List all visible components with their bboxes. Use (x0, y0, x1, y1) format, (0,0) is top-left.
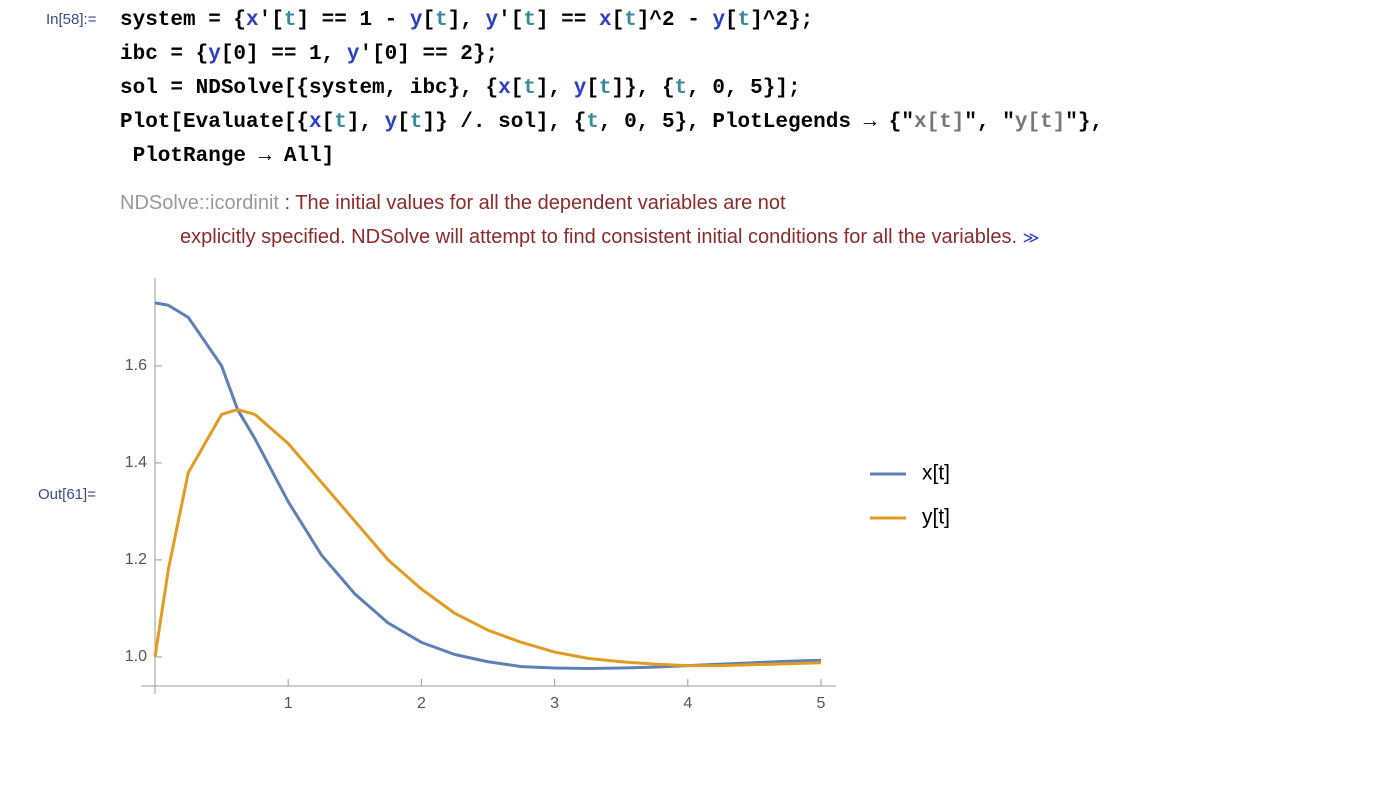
code-token: x (309, 111, 322, 134)
code-token: [ (586, 77, 599, 100)
in-label: In[58]:= (46, 11, 97, 28)
code-token: '[ (498, 9, 524, 32)
code-line: Plot[Evaluate[{x[t], y[t]} /. sol], {t, … (120, 111, 1103, 135)
code-token: system = { (120, 9, 247, 32)
code-token: t (523, 9, 536, 32)
series-line (153, 408, 822, 668)
y-tick-label: 1.2 (125, 551, 147, 568)
code-token: ]}, { (611, 77, 675, 100)
code-token: y (485, 9, 499, 32)
code-token: PlotRange → All] (120, 145, 335, 168)
message-line: NDSolve::icordinit : The initial values … (120, 192, 786, 215)
code-token: t (435, 9, 448, 32)
code-token: ]^2 - (636, 9, 713, 32)
series-line (154, 301, 822, 671)
legend-label: x[t] (922, 462, 950, 485)
code-token: t (283, 9, 297, 32)
code-token: ", " (964, 111, 1015, 134)
code-token: ], (346, 111, 385, 134)
code-token: "}, (1065, 111, 1104, 134)
out-label: Out[61]= (38, 486, 96, 503)
code-token: '[ (258, 9, 284, 32)
y-tick-label: 1.4 (125, 454, 147, 471)
code-token: y (409, 9, 423, 32)
code-token: y (346, 43, 360, 66)
code-token: t (598, 77, 612, 100)
code-line: sol = NDSolve[{system, ibc}, {x[t], y[t]… (120, 77, 801, 101)
message-link[interactable]: ≫ (1022, 230, 1040, 247)
x-tick-label: 5 (817, 695, 826, 712)
x-tick-label: 2 (417, 695, 426, 712)
code-token: sol = NDSolve[{system, ibc}, { (120, 77, 499, 100)
code-token: y[t] (1014, 111, 1066, 134)
code-token: ]^2}; (750, 9, 814, 32)
code-token: [ (321, 111, 335, 134)
code-token: t (737, 9, 751, 32)
x-tick-label: 1 (284, 695, 293, 712)
code-line: system = {x'[t] == 1 - y[t], y'[t] == x[… (120, 9, 813, 33)
code-token: [ (611, 9, 625, 32)
code-token: [0] == 1, (220, 43, 347, 66)
code-token: y (384, 111, 398, 134)
code-line: ibc = {y[0] == 1, y'[0] == 2}; (120, 43, 498, 67)
code-token: ]} /. sol], { (422, 111, 587, 134)
code-token: x (598, 9, 612, 32)
code-token: t (409, 111, 423, 134)
code-token: ] == 1 - (296, 9, 410, 32)
code-token: t (624, 9, 637, 32)
y-tick-label: 1.6 (125, 357, 147, 374)
code-token: t (334, 111, 347, 134)
code-line: PlotRange → All] (120, 145, 335, 169)
x-tick-label: 3 (550, 695, 559, 712)
code-token: [ (422, 9, 436, 32)
message-tag[interactable]: NDSolve::icordinit (120, 192, 279, 214)
code-token: x (246, 9, 259, 32)
code-token: y (712, 9, 726, 32)
code-token: y (208, 43, 221, 66)
code-token: t (523, 77, 536, 100)
code-token: , 0, 5}]; (687, 77, 801, 100)
code-token: y (573, 77, 587, 100)
code-token: [ (725, 9, 738, 32)
code-token: '[0] == 2}; (359, 43, 499, 66)
y-tick-label: 1.0 (125, 648, 147, 665)
code-token: ], (447, 9, 486, 32)
message-line: explicitly specified. NDSolve will attem… (180, 226, 1039, 249)
message-text: The initial values for all the dependent… (295, 192, 786, 214)
code-token: ], (535, 77, 574, 100)
x-tick-label: 4 (683, 695, 692, 712)
legend-label: y[t] (922, 506, 950, 529)
code-token: ] == (535, 9, 599, 32)
code-token: t (674, 77, 688, 100)
code-token: x (498, 77, 511, 100)
code-token: Plot[Evaluate[{ (120, 111, 310, 134)
code-token: , 0, 5}, PlotLegends → {" (598, 111, 914, 134)
code-token: [ (510, 77, 524, 100)
code-token: x[t] (914, 111, 965, 134)
code-token: [ (397, 111, 410, 134)
message-text: explicitly specified. NDSolve will attem… (180, 226, 1018, 248)
code-token: t (586, 111, 599, 134)
message-separator: : (278, 192, 296, 214)
code-token: ibc = { (120, 43, 209, 66)
